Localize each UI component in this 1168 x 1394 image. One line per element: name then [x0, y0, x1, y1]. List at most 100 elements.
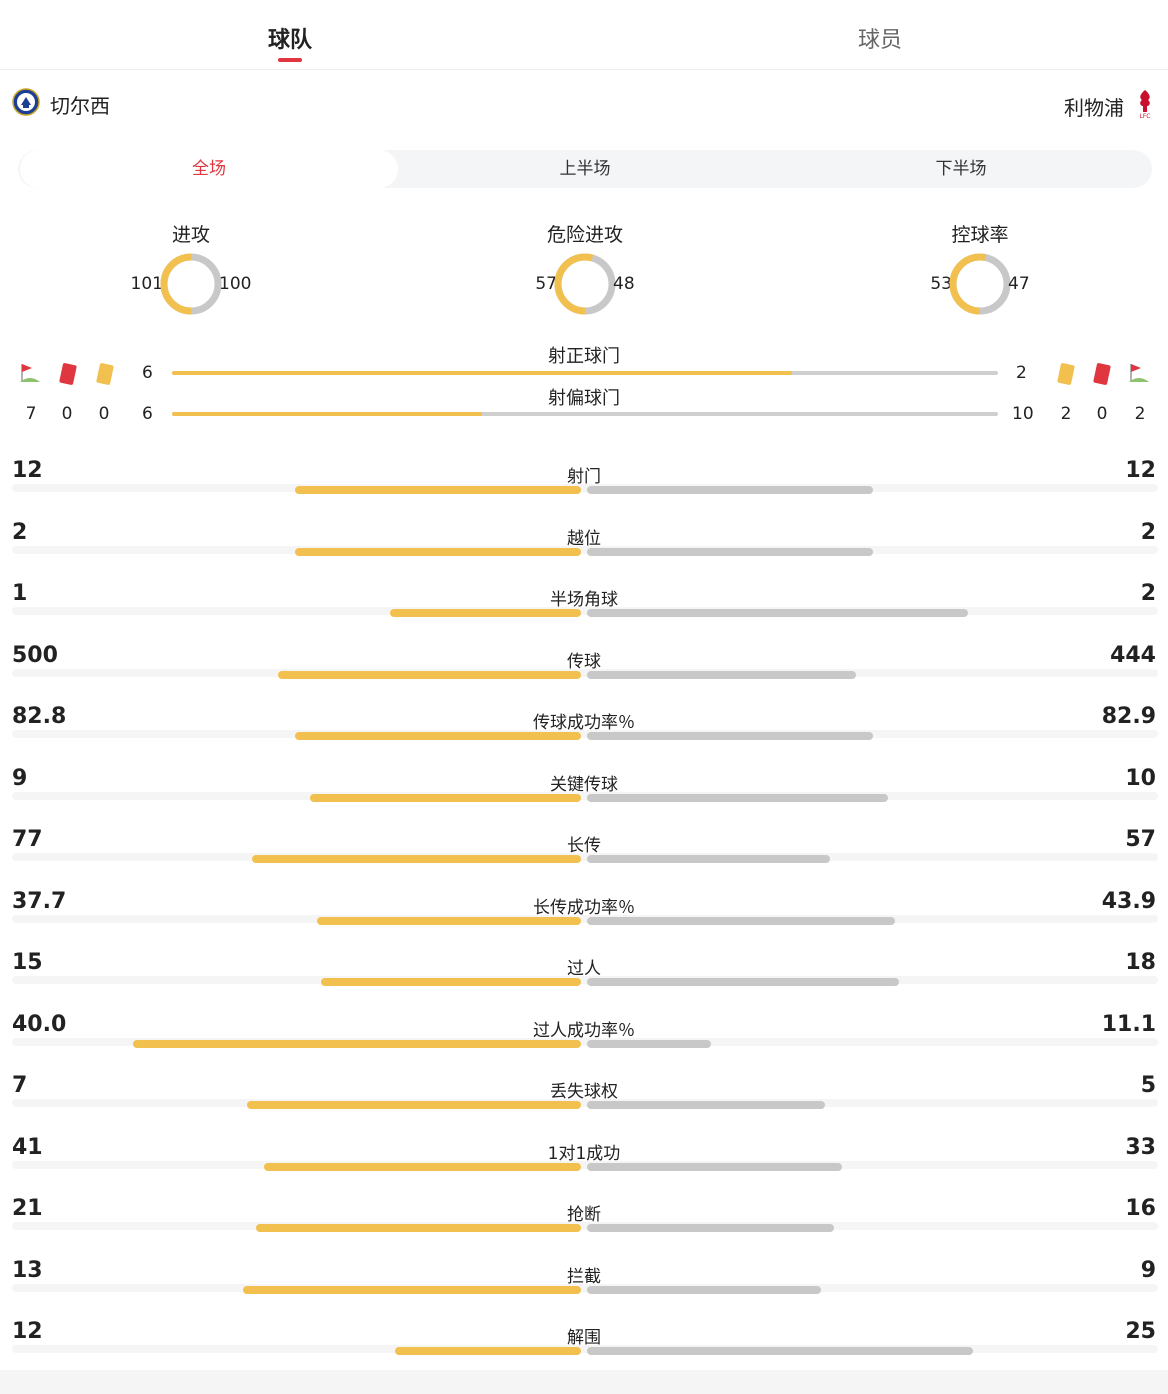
- stat-home-value: 13: [12, 1257, 43, 1283]
- shots-off-target-bar: [172, 412, 998, 416]
- svg-text:LFC: LFC: [1140, 113, 1151, 120]
- stat-away-bar: [587, 1224, 835, 1232]
- stat-away-value: 5: [1140, 1073, 1156, 1098]
- stat-home-bar: [390, 609, 581, 617]
- stat-track: [12, 1037, 1158, 1046]
- stat-row: 77 长传 57: [0, 827, 1168, 887]
- active-tab-indicator: [278, 58, 302, 62]
- donut-chart: [160, 253, 222, 315]
- stat-home-bar: [264, 1162, 581, 1171]
- donut-home-value: 101: [130, 274, 163, 294]
- shots-off-target-away: 10: [1012, 404, 1034, 424]
- period-selector: 全场 上半场 下半场: [18, 150, 1152, 188]
- donut-away-value: 48: [613, 274, 635, 294]
- stat-track: [12, 1160, 1158, 1169]
- stat-row: 21 抢断 16: [0, 1196, 1168, 1256]
- donut-home-arc: [949, 253, 1011, 315]
- stat-label: 过人: [567, 959, 601, 979]
- stat-away-bar: [587, 732, 874, 740]
- donut-possession: 控球率 53 47: [860, 220, 1100, 320]
- stat-track: [12, 976, 1158, 984]
- stat-home-bar: [243, 1285, 581, 1294]
- stat-home-bar: [310, 793, 581, 802]
- stat-away-bar: [587, 855, 831, 863]
- bottom-strip: [0, 1370, 1168, 1394]
- stat-row: 40.0 过人成功率％ 11.1: [0, 1012, 1168, 1072]
- stat-away-value: 444: [1110, 642, 1156, 668]
- stat-home-value: 500: [12, 642, 58, 668]
- stat-home-bar: [295, 732, 581, 740]
- stat-away-value: 43.9: [1101, 888, 1156, 914]
- stat-label: 1对1成功: [547, 1143, 621, 1164]
- stat-label: 射门: [567, 467, 601, 487]
- stat-track: [12, 484, 1158, 492]
- tab-team[interactable]: 球队: [267, 28, 313, 53]
- stat-home-bar: [295, 547, 581, 556]
- red-card-icon: [56, 360, 80, 388]
- stat-away-value: 25: [1125, 1319, 1156, 1344]
- team-header: 切尔西 利物浦 LFC: [0, 84, 1168, 120]
- stat-row: 37.7 长传成功率％ 43.9: [0, 889, 1168, 949]
- corner-flag-icon: [1127, 360, 1151, 388]
- donut-home-arc: [554, 253, 616, 315]
- donut-away-value: 47: [1008, 274, 1030, 294]
- period-second-half[interactable]: 下半场: [935, 159, 987, 179]
- stat-home-value: 7: [12, 1073, 28, 1098]
- stat-label: 传球成功率％: [533, 713, 635, 733]
- stat-away-value: 10: [1125, 765, 1156, 791]
- stat-away-value: 33: [1125, 1134, 1156, 1160]
- stat-label: 长传成功率％: [533, 897, 635, 918]
- chelsea-crest-icon: [12, 88, 40, 121]
- stat-row: 1 半场角球 2: [0, 581, 1168, 641]
- stat-home-value: 41: [12, 1134, 43, 1160]
- stat-away-bar: [587, 1039, 712, 1048]
- period-first-half[interactable]: 上半场: [559, 159, 611, 179]
- stat-home-value: 82.8: [12, 704, 67, 729]
- away-team[interactable]: 利物浦 LFC: [1054, 88, 1156, 125]
- donut-dangerous-attack: 危险进攻 57 48: [465, 220, 705, 320]
- donut-title: 危险进攻: [546, 224, 623, 246]
- home-yellow-cards-count: 0: [98, 404, 110, 424]
- stat-away-bar: [587, 1101, 826, 1109]
- home-team[interactable]: 切尔西: [12, 88, 120, 121]
- shots-on-target-home-fill: [172, 371, 792, 375]
- stat-away-bar: [587, 793, 889, 802]
- donut-chart: [554, 253, 616, 315]
- stat-away-value: 57: [1125, 827, 1156, 852]
- period-full[interactable]: 全场: [20, 150, 398, 188]
- stat-away-bar: [587, 978, 899, 986]
- stat-away-value: 18: [1125, 950, 1156, 975]
- stat-track: [12, 730, 1158, 738]
- stat-row: 15 过人 18: [0, 950, 1168, 1010]
- away-team-name: 利物浦: [1064, 96, 1124, 120]
- stat-label: 关键传球: [550, 774, 618, 795]
- stat-home-value: 2: [12, 519, 28, 545]
- shots-on-target-title: 射正球门: [548, 346, 620, 367]
- shots-off-target-home-fill: [172, 412, 482, 416]
- stat-home-value: 15: [12, 950, 43, 975]
- stat-home-value: 37.7: [12, 888, 67, 914]
- stat-away-value: 16: [1125, 1196, 1156, 1221]
- stat-away-bar: [587, 1285, 821, 1294]
- stat-track: [12, 607, 1158, 615]
- away-corners-count: 2: [1134, 404, 1146, 424]
- home-red-cards-count: 0: [61, 404, 73, 424]
- stat-row: 500 传球 444: [0, 643, 1168, 703]
- stat-away-bar: [587, 609, 969, 617]
- donut-home-value: 57: [535, 274, 557, 294]
- stat-track: [12, 1222, 1158, 1230]
- donut-chart: [949, 253, 1011, 315]
- stat-label: 抢断: [567, 1205, 601, 1225]
- stat-label: 半场角球: [550, 590, 618, 610]
- top-tabs: 球队 球员: [0, 0, 1168, 70]
- stat-home-bar: [321, 978, 581, 986]
- stat-home-value: 1: [12, 581, 28, 606]
- stat-away-value: 11.1: [1101, 1011, 1156, 1037]
- tab-player[interactable]: 球员: [857, 28, 903, 53]
- stat-home-value: 12: [12, 1319, 43, 1344]
- stat-label: 解围: [567, 1328, 601, 1348]
- stat-home-value: 12: [12, 458, 43, 483]
- stat-home-bar: [247, 1101, 581, 1109]
- stat-home-value: 40.0: [12, 1011, 67, 1037]
- stat-home-bar: [252, 855, 581, 863]
